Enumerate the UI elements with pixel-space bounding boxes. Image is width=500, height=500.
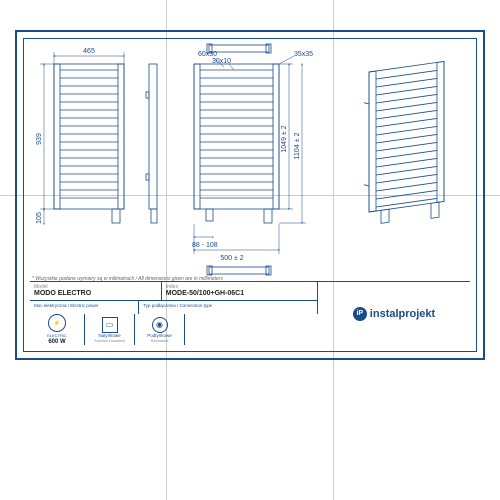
index-value: MODE-50/100+GH-06C1	[166, 290, 313, 297]
drawing-frame: 465 939 105	[23, 38, 477, 352]
svg-text:1104 ± 2: 1104 ± 2	[294, 133, 301, 160]
electric-icon: ⚡	[48, 314, 66, 332]
logo-badge-icon: iP	[353, 307, 367, 321]
svg-text:465: 465	[83, 48, 95, 55]
svg-text:30x10: 30x10	[212, 58, 231, 65]
technical-drawing: 465 939 105	[24, 39, 480, 289]
svg-text:35x35: 35x35	[294, 51, 313, 58]
recessed-mount-icon: ◉	[152, 317, 168, 333]
mount-surface: ▭ Natynkowe Surface-mounted	[85, 314, 135, 345]
svg-text:1049 ± 2: 1049 ± 2	[281, 125, 288, 152]
svg-text:939: 939	[36, 133, 43, 145]
power-label: Moc elektryczna / Electric power	[34, 303, 134, 308]
conn-label: Typ podłączenia / Connection type	[143, 303, 313, 308]
surface-mount-icon: ▭	[102, 317, 118, 333]
mount-recessed: ◉ Podtynkowe Recessed	[135, 314, 185, 345]
svg-text:500 ± 2: 500 ± 2	[220, 255, 243, 262]
power-spec: ⚡ ELECTRIC 600 W	[30, 314, 85, 345]
svg-text:105: 105	[36, 212, 43, 224]
drawing-sheet: 465 939 105	[15, 30, 485, 360]
model-value: MODO ELECTRO	[34, 290, 157, 297]
brand-logo: iP instalprojekt	[318, 282, 470, 345]
svg-text:60x30: 60x30	[198, 51, 217, 58]
svg-text:88 - 108: 88 - 108	[192, 242, 218, 249]
title-block: Model MODO ELECTRO Index MODE-50/100+GH-…	[30, 281, 470, 345]
power-value: 600 W	[48, 339, 65, 345]
